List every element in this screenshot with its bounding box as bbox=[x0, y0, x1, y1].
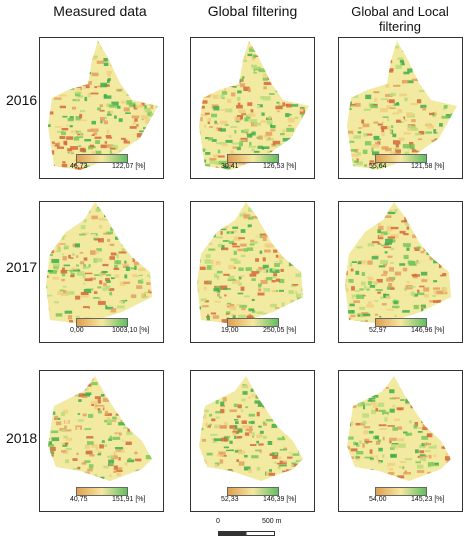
legend-max-value: 1003,10 [%] bbox=[112, 327, 150, 334]
legend-color-ramp bbox=[375, 318, 427, 327]
column-title-global: Global filtering bbox=[207, 3, 298, 19]
legend-color-ramp bbox=[76, 487, 128, 496]
field-map bbox=[197, 202, 303, 324]
legend-color-ramp bbox=[227, 154, 279, 163]
legend-min-value: 0,00 bbox=[70, 327, 84, 334]
year-label-2016: 2016 bbox=[6, 92, 38, 108]
legend-max-value: 146,96 [%] bbox=[411, 327, 445, 334]
legend-max-value: 145,23 [%] bbox=[411, 496, 445, 503]
field-map bbox=[345, 202, 451, 324]
color-legend: 40,75 151,91 [%] bbox=[70, 487, 160, 507]
color-legend: 0,00 1003,10 [%] bbox=[70, 318, 160, 338]
legend-color-ramp bbox=[76, 154, 128, 163]
scale-zero: 0 bbox=[216, 518, 220, 525]
legend-min-value: 54,00 bbox=[369, 496, 387, 503]
color-legend: 52,97 146,96 [%] bbox=[369, 318, 459, 338]
map-panel-2017-0: 0,00 1003,10 [%] bbox=[39, 201, 164, 343]
column-title-measured: Measured data bbox=[53, 3, 147, 19]
color-legend: 30,41 126,53 [%] bbox=[221, 154, 311, 174]
legend-color-ramp bbox=[375, 487, 427, 496]
scale-bar: 0 500 m bbox=[210, 518, 290, 538]
color-legend: 52,33 146,39 [%] bbox=[221, 487, 311, 507]
year-label-2018: 2018 bbox=[6, 430, 38, 446]
field-map bbox=[347, 376, 451, 481]
field-map bbox=[199, 41, 309, 170]
legend-min-value: 40,75 bbox=[70, 496, 88, 503]
color-legend: 19,00 250,05 [%] bbox=[221, 318, 311, 338]
map-panel-2016-1: 30,41 126,53 [%] bbox=[190, 37, 315, 179]
scale-length: 500 m bbox=[262, 518, 282, 525]
map-panel-2018-2: 54,00 145,23 [%] bbox=[338, 370, 463, 512]
color-legend: 46,73 122,07 [%] bbox=[70, 154, 160, 174]
map-panel-2018-1: 52,33 146,39 [%] bbox=[190, 370, 315, 512]
year-label-2017: 2017 bbox=[6, 259, 38, 275]
map-panel-2017-2: 52,97 146,96 [%] bbox=[338, 201, 463, 343]
legend-max-value: 146,39 [%] bbox=[263, 496, 297, 503]
legend-min-value: 52,33 bbox=[221, 496, 239, 503]
legend-min-value: 30,41 bbox=[221, 163, 239, 170]
column-title-global-local: Global and Local filtering bbox=[351, 4, 449, 34]
color-legend: 55,64 121,58 [%] bbox=[369, 154, 459, 174]
legend-max-value: 151,91 [%] bbox=[112, 496, 146, 503]
map-panel-2018-0: 40,75 151,91 [%] bbox=[39, 370, 164, 512]
map-panel-2016-0: 46,73 122,07 [%] bbox=[39, 37, 164, 179]
color-legend: 54,00 145,23 [%] bbox=[369, 487, 459, 507]
legend-max-value: 122,07 [%] bbox=[112, 163, 146, 170]
field-outline bbox=[197, 202, 303, 324]
legend-min-value: 52,97 bbox=[369, 327, 387, 334]
map-panel-2017-1: 19,00 250,05 [%] bbox=[190, 201, 315, 343]
legend-color-ramp bbox=[227, 318, 279, 327]
field-map bbox=[46, 202, 152, 324]
legend-color-ramp bbox=[375, 154, 427, 163]
legend-min-value: 46,73 bbox=[70, 163, 88, 170]
legend-color-ramp bbox=[76, 318, 128, 327]
legend-max-value: 250,05 [%] bbox=[263, 327, 297, 334]
field-outline bbox=[345, 202, 451, 324]
field-map bbox=[48, 376, 152, 481]
map-panel-2016-2: 55,64 121,58 [%] bbox=[338, 37, 463, 179]
scale-line bbox=[218, 531, 275, 536]
field-outline bbox=[48, 376, 152, 481]
legend-min-value: 55,64 bbox=[369, 163, 387, 170]
legend-max-value: 126,53 [%] bbox=[263, 163, 297, 170]
legend-min-value: 19,00 bbox=[221, 327, 239, 334]
legend-max-value: 121,58 [%] bbox=[411, 163, 445, 170]
field-map bbox=[347, 41, 457, 170]
field-map bbox=[48, 41, 158, 170]
field-map bbox=[199, 376, 303, 481]
legend-color-ramp bbox=[227, 487, 279, 496]
